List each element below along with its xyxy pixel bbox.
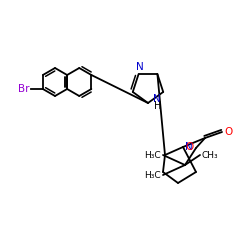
Text: O: O	[224, 127, 232, 137]
Text: H₃C: H₃C	[144, 170, 161, 179]
Text: N: N	[185, 142, 193, 152]
Text: N: N	[154, 94, 161, 104]
Text: CH₃: CH₃	[201, 150, 218, 160]
Text: N: N	[136, 62, 143, 72]
Text: Br: Br	[18, 84, 30, 94]
Text: H₃C: H₃C	[144, 150, 161, 160]
Text: H: H	[154, 101, 161, 111]
Text: O: O	[186, 142, 194, 152]
